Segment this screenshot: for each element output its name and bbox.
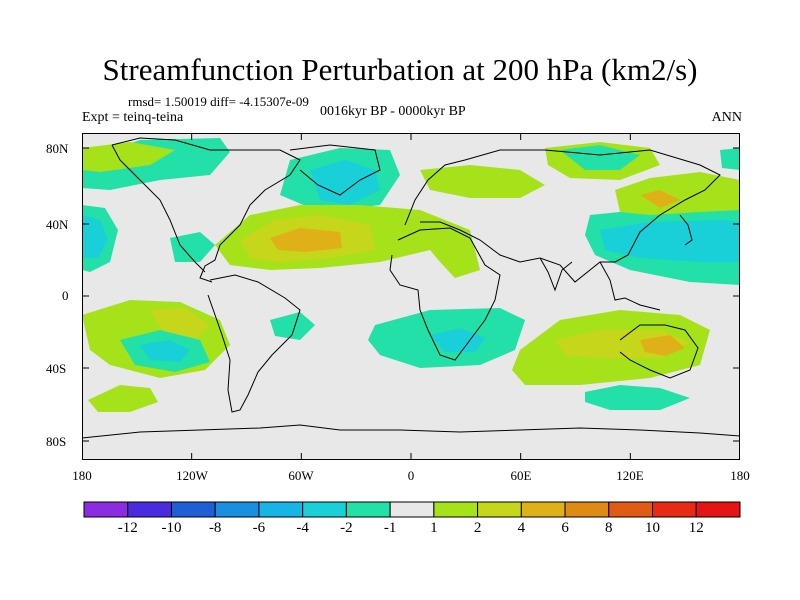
colorbar-label-12: 10 bbox=[645, 520, 660, 536]
colorbar-box-2 bbox=[170, 501, 216, 518]
colorbar-label-7: 1 bbox=[430, 520, 438, 536]
contour-region-14 bbox=[600, 220, 740, 262]
colorbar-box-11 bbox=[564, 501, 610, 518]
lat-label-0: 0 bbox=[62, 288, 69, 303]
colorbar-label-11: 8 bbox=[605, 520, 613, 536]
colorbar-label-13: 12 bbox=[689, 520, 704, 536]
contour-region-16 bbox=[640, 190, 680, 208]
contour-region-5 bbox=[82, 215, 108, 258]
north-america-coast bbox=[111, 137, 301, 283]
colorbar-box-1 bbox=[127, 501, 172, 518]
lon-label-180e: 180 bbox=[730, 468, 750, 483]
lon-label-60e: 60E bbox=[510, 468, 532, 483]
lon-label-0: 0 bbox=[407, 468, 415, 483]
lat-label-80s: 80S bbox=[46, 434, 67, 449]
contour-region-9 bbox=[270, 228, 342, 252]
contour-region-21 bbox=[270, 312, 315, 340]
contour-region-26 bbox=[640, 335, 685, 356]
contour-region-20 bbox=[140, 340, 190, 362]
colorbar-label-9: 4 bbox=[518, 520, 526, 536]
lon-label-60w: 60W bbox=[288, 468, 314, 483]
season-label: ANN bbox=[711, 110, 742, 125]
lon-label-120e: 120E bbox=[616, 468, 644, 483]
contour-region-23 bbox=[430, 328, 485, 352]
lat-label-80n: 80N bbox=[46, 141, 69, 156]
japan-coast bbox=[679, 214, 693, 246]
india-coast bbox=[539, 257, 573, 292]
europe-asia-coast bbox=[404, 149, 721, 283]
colorbar-label-0: -12 bbox=[118, 520, 138, 536]
colorbar-box-4 bbox=[258, 501, 304, 518]
time-period-label: 0016kyr BP - 0000kyr BP bbox=[320, 104, 466, 119]
contour-region-28 bbox=[88, 385, 158, 412]
contour-region-12 bbox=[560, 145, 640, 170]
contour-region-27 bbox=[585, 385, 690, 410]
greenland-coast bbox=[289, 144, 381, 196]
contour-region-3 bbox=[310, 160, 380, 205]
contour-region-15 bbox=[615, 172, 740, 215]
colorbar-box-10 bbox=[520, 501, 566, 518]
africa-coast bbox=[389, 227, 501, 361]
southeast-asia-coast bbox=[599, 261, 661, 311]
colorbar-box-12 bbox=[608, 501, 654, 518]
colorbar-label-8: 2 bbox=[474, 520, 482, 536]
colorbar-box-6 bbox=[345, 501, 391, 518]
streamfunction-map bbox=[82, 133, 740, 460]
chart-title: Streamfunction Perturbation at 200 hPa (… bbox=[102, 52, 698, 87]
contour-region-1 bbox=[82, 142, 175, 172]
south-america-coast bbox=[207, 274, 301, 413]
lat-label-40s: 40S bbox=[46, 361, 67, 376]
lon-label-120w: 120W bbox=[176, 468, 208, 483]
lat-label-40n: 40N bbox=[46, 217, 69, 232]
antarctica-coast bbox=[82, 424, 740, 439]
contour-region-6 bbox=[170, 232, 215, 262]
colorbar-box-3 bbox=[214, 501, 260, 518]
rmsd-diff-stats: rmsd= 1.50019 diff= -4.15307e-09 bbox=[128, 94, 309, 109]
colorbar-label-3: -6 bbox=[253, 520, 266, 536]
colorbar-label-2: -8 bbox=[209, 520, 222, 536]
colorbar-box-13 bbox=[652, 501, 697, 518]
experiment-label: Expt = teinq-teina bbox=[82, 110, 184, 125]
colorbar-box-0 bbox=[83, 501, 129, 518]
colorbar-label-6: -1 bbox=[384, 520, 397, 536]
australia-coast bbox=[619, 324, 699, 379]
lon-label-180w: 180 bbox=[72, 468, 92, 483]
colorbar-label-10: 6 bbox=[561, 520, 569, 536]
colorbar-box-9 bbox=[477, 501, 522, 518]
colorbar-box-7 bbox=[389, 501, 435, 518]
north-america-west-coast bbox=[111, 144, 206, 273]
colorbar-label-5: -2 bbox=[340, 520, 353, 536]
contour-region-29 bbox=[720, 148, 740, 170]
colorbar-box-14 bbox=[695, 501, 741, 518]
colorbar-label-1: -10 bbox=[161, 520, 181, 536]
map-frame bbox=[82, 133, 740, 460]
contour-region-10 bbox=[420, 165, 545, 198]
colorbar-box-5 bbox=[302, 501, 347, 518]
colorbar-label-4: -4 bbox=[296, 520, 309, 536]
colorbar-box-8 bbox=[433, 501, 479, 518]
